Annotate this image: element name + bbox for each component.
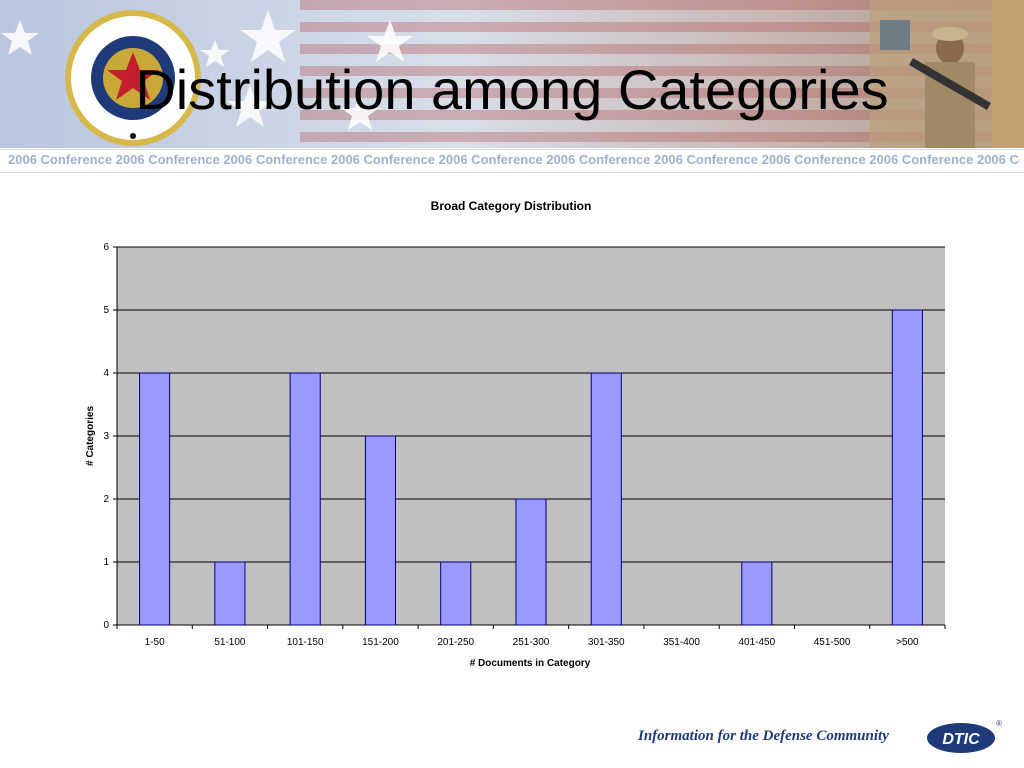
bar [214,561,246,626]
x-tick-label: 401-450 [738,637,775,648]
x-tick-label: 1-50 [145,637,165,648]
flag-background [0,0,1024,148]
x-tick-label: 201-250 [437,637,474,648]
x-tick-label: 101-150 [287,637,324,648]
y-axis-label: # Categories [85,406,96,466]
y-tick-label: 6 [103,242,109,253]
conference-strip: 2006 Conference 2006 Conference 2006 Con… [0,149,1024,173]
soldier-photo [870,0,1024,148]
header-banner [0,0,1024,148]
x-tick-label: 151-200 [362,637,399,648]
bar [590,372,622,626]
y-tick-label: 1 [103,557,109,568]
plot-area: 0 1 2 3 4 5 6 1-50 51-100 101-150 151-200 201-250 25… [103,242,946,648]
bar [741,561,773,626]
registered-mark: ® [996,719,1002,728]
conference-strip-text: 2006 Conference 2006 Conference 2006 Con… [8,152,1020,167]
x-tick-label: 301-350 [588,637,625,648]
y-tick-label: 4 [103,368,109,379]
bar [139,372,171,626]
y-tick-label: 5 [103,305,109,316]
bar [364,435,397,626]
x-tick-label: >500 [896,637,919,648]
bar [289,372,321,626]
bar-chart: Broad Category Distribution # Categories… [85,199,946,669]
chart-title: Broad Category Distribution [431,199,592,213]
footer-tagline: Information for the Defense Community [638,728,889,744]
x-tick-label: 351-400 [663,637,700,648]
dtic-seal-logo [65,10,201,146]
dtic-logo-text: DTIC [942,731,980,748]
bar [891,309,923,626]
y-tick-label: 3 [103,431,109,442]
slide-title: Distribution among Categories [135,58,889,121]
footer: Information for the Defense Community DT… [600,712,1020,762]
dtic-footer-logo: DTIC ® [927,719,1002,753]
y-tick-label: 0 [103,620,109,631]
y-tick-label: 2 [103,494,109,505]
x-axis-label: # Documents in Category [470,658,591,669]
bar [515,498,547,626]
x-tick-label: 51-100 [214,637,246,648]
x-tick-label: 251-300 [513,637,550,648]
bar [440,561,472,626]
x-tick-label: 451-500 [814,637,851,648]
